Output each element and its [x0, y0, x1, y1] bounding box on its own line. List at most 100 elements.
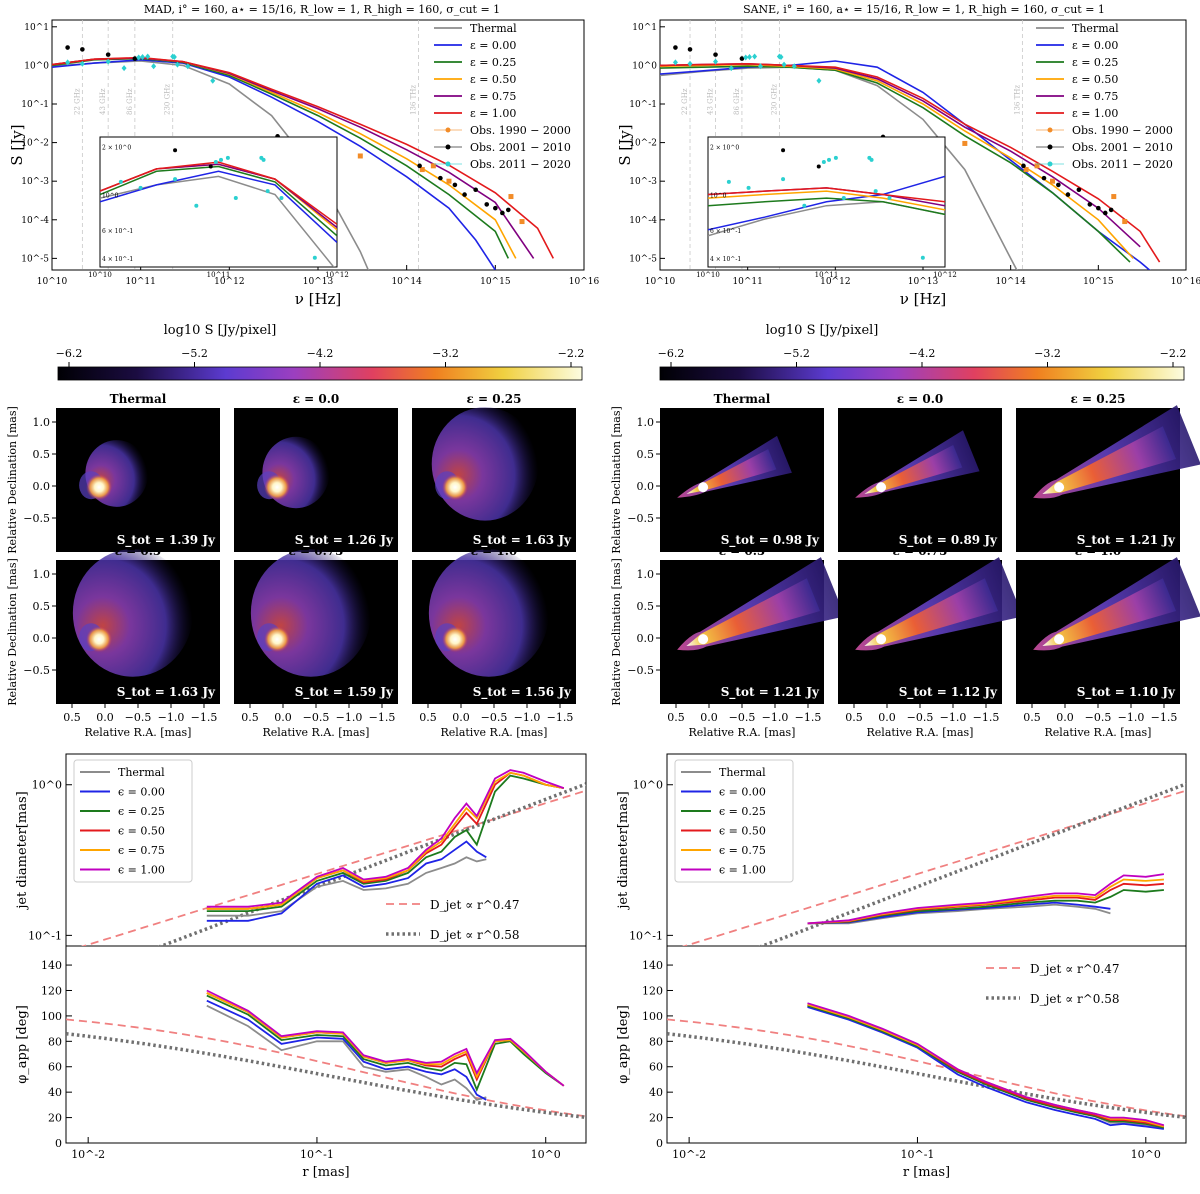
colorbar-tick-label: −4.2	[909, 347, 936, 360]
inset-series-line	[100, 161, 337, 225]
obs-point	[171, 53, 177, 60]
image-panel: ε = 0.75 S_tot = 1.59 Jy 0.5 0.0 −0.5 −1.0 −1.…	[234, 544, 398, 739]
image-panel-flux: S_tot = 1.10 Jy	[1077, 685, 1176, 700]
jet-group	[1033, 405, 1200, 499]
inset-series-group	[708, 148, 945, 260]
obs-point	[438, 175, 443, 181]
frequency-marker-label: 86 GHz	[126, 88, 134, 115]
diameter-series-line	[807, 873, 1165, 925]
obs-point	[519, 219, 525, 225]
legend-label: ε = 0.25	[470, 56, 516, 69]
legend-label: Obs. 1990 − 2000	[470, 124, 571, 137]
legend-label: ε = 0.75	[470, 90, 516, 103]
image-panel-title: ε = 1.0	[471, 544, 518, 558]
image-grid-mad: Thermal S_tot = 1.39 Jy 1.0 0.5 0.0 −0.5 Relat…	[6, 392, 576, 739]
obs-point	[508, 194, 514, 200]
fit-legend-label: D_jet ∝ r^0.47	[1030, 962, 1120, 976]
inset-series-group	[100, 148, 337, 267]
x-tick-label: −1.0	[1118, 711, 1145, 724]
inset-obs-point	[312, 255, 317, 260]
emission-core	[1054, 634, 1065, 645]
y-tick-label: 80	[48, 1035, 62, 1048]
obs-point	[79, 60, 85, 67]
x-tick-label: 10^11	[125, 277, 155, 287]
y-tick-label: 1.0	[637, 568, 655, 581]
y-tick-label: 0	[55, 1137, 62, 1150]
obs-point	[132, 56, 138, 61]
y-tick-label: 10^-5	[629, 254, 657, 264]
jet-spine	[686, 449, 777, 494]
obs-point	[1056, 182, 1061, 188]
x-tick-label: 10^10	[645, 277, 676, 287]
y-axis-label: Relative Declination [mas]	[610, 406, 623, 554]
y-tick-label: 1.0	[33, 416, 51, 429]
legend-marker	[445, 127, 451, 133]
colorbar-tick-label: −5.2	[783, 347, 810, 360]
x-axis-label: ν [Hz]	[295, 290, 342, 308]
inset-obs-point	[118, 179, 123, 184]
jet-spine	[864, 444, 963, 494]
legend-label: ϵ = 0.00	[118, 786, 165, 799]
y-tick-label: 20	[649, 1112, 663, 1125]
image-panel-flux: S_tot = 1.59 Jy	[295, 685, 394, 700]
x-tick-label: 0.5	[241, 711, 259, 724]
y-tick-label: −0.5	[627, 512, 654, 525]
x-tick-label: 10^14	[995, 277, 1026, 287]
y-tick-label: 100	[41, 1010, 62, 1023]
sed-series-line	[52, 58, 496, 270]
obs-point	[1122, 219, 1128, 225]
inset-obs-point	[920, 255, 925, 260]
x-tick-label: 0.5	[419, 711, 437, 724]
inset-obs-point	[194, 203, 199, 208]
inset-x-tick-label: 10^10	[696, 271, 720, 279]
y-axis-label: jet diameter[mas]	[15, 791, 30, 910]
legend-label: ϵ = 0.50	[118, 825, 165, 838]
frequency-marker-label: 43 GHz	[707, 88, 715, 115]
image-panel-title: ε = 0.5	[115, 544, 162, 558]
y-tick-label: 10^-1	[28, 929, 62, 942]
legend-label: ϵ = 0.25	[719, 805, 766, 818]
legend-label: Obs. 2001 − 2010	[1072, 141, 1173, 154]
y-tick-label: 60	[48, 1061, 62, 1074]
image-panel-title: ε = 0.5	[719, 544, 766, 558]
y-tick-label: 0.5	[33, 600, 51, 613]
image-panel-flux: S_tot = 1.26 Jy	[295, 533, 394, 548]
series-group	[52, 45, 555, 270]
obs-point	[174, 61, 180, 68]
y-tick-label: 10^-3	[629, 177, 657, 187]
obs-point	[673, 45, 678, 50]
legend-label: Obs. 2011 − 2020	[470, 158, 571, 171]
inset-series-line	[708, 175, 945, 231]
x-axis-label: r [mas]	[903, 1165, 950, 1180]
obs-point	[781, 61, 787, 68]
frequency-marker-label: 22 GHz	[681, 88, 689, 115]
colorbar-tick-label: −6.2	[56, 347, 83, 360]
inset-y-tick-label: 10^0	[710, 193, 727, 200]
y-axis-label: Relative Declination [mas]	[610, 558, 623, 706]
obs-point	[752, 53, 758, 60]
inset-series-line	[708, 190, 945, 211]
legend-label: Thermal	[719, 766, 766, 779]
frequency-marker-label: 230 GHz	[164, 84, 172, 115]
inset-y-tick-label: 6 × 10^-1	[710, 228, 741, 235]
x-axis-label: ν [Hz]	[900, 290, 947, 308]
x-tick-label: 10^0	[1131, 1148, 1161, 1161]
obs-point	[1049, 178, 1055, 184]
legend-label: ε = 0.50	[470, 73, 516, 86]
legend-label: ϵ = 0.75	[719, 844, 766, 857]
y-tick-label: 0.0	[637, 632, 655, 645]
obs-point	[816, 77, 822, 84]
obs-point	[728, 65, 734, 72]
inset-obs-point	[887, 196, 892, 201]
y-tick-label: 0.5	[33, 448, 51, 461]
inset-obs-point	[173, 177, 178, 182]
fit-legend-label: D_jet ∝ r^0.58	[430, 928, 520, 942]
inset-obs-point	[827, 157, 832, 162]
legend-label: Thermal	[1072, 22, 1119, 35]
angle-series-line	[807, 1002, 1165, 1127]
inset-series-line	[708, 187, 945, 203]
inset-x-tick-label: 10^12	[325, 271, 349, 279]
obs-point	[484, 202, 490, 207]
inset-obs-point	[225, 155, 230, 160]
y-tick-label: 80	[649, 1035, 663, 1048]
